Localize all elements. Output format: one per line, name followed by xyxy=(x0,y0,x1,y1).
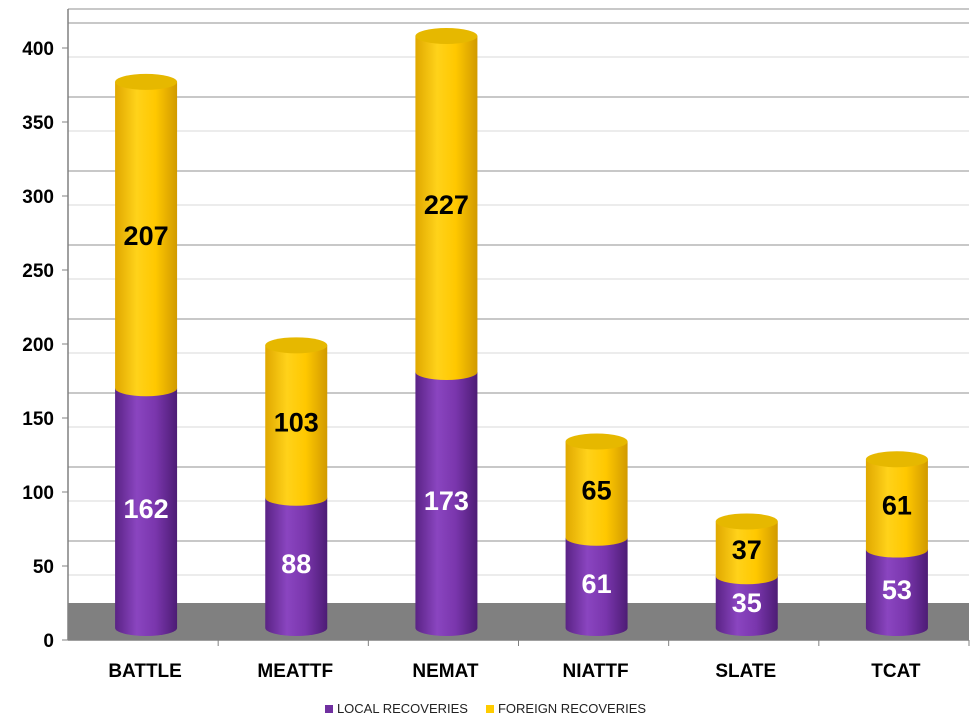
data-label-foreign-recoveries-battle: 207 xyxy=(124,221,169,251)
y-tick-label: 400 xyxy=(22,39,54,60)
data-label-foreign-recoveries-tcat: 61 xyxy=(882,490,912,520)
data-label-local-recoveries-nemat: 173 xyxy=(424,486,469,516)
y-tick-label: 350 xyxy=(22,113,54,134)
data-label-foreign-recoveries-nemat: 227 xyxy=(424,190,469,220)
data-label-local-recoveries-niattf: 61 xyxy=(582,569,612,599)
bar-cap-battle xyxy=(115,74,177,90)
y-tick-label: 200 xyxy=(22,335,54,356)
y-tick-label: 150 xyxy=(22,409,54,430)
x-tick-label-meattf: MEATTF xyxy=(257,661,333,682)
data-label-local-recoveries-meattf: 88 xyxy=(281,549,311,579)
x-tick-label-nemat: NEMAT xyxy=(412,661,479,682)
bar-cap-slate xyxy=(716,513,778,529)
legend-label-local: LOCAL RECOVERIES xyxy=(337,701,468,716)
data-label-local-recoveries-battle: 162 xyxy=(124,494,169,524)
x-tick-label-slate: SLATE xyxy=(715,661,776,682)
x-tick-label-tcat: TCAT xyxy=(871,661,921,682)
y-tick-label: 50 xyxy=(33,557,54,578)
y-tick-label: 250 xyxy=(22,261,54,282)
legend-swatch-local xyxy=(325,705,333,713)
data-label-foreign-recoveries-slate: 37 xyxy=(732,535,762,565)
data-label-local-recoveries-slate: 35 xyxy=(732,588,762,618)
legend-item-foreign: FOREIGN RECOVERIES xyxy=(486,701,646,716)
data-label-foreign-recoveries-meattf: 103 xyxy=(274,408,319,438)
bar-cap-nemat xyxy=(415,28,477,44)
y-tick-label: 300 xyxy=(22,187,54,208)
x-tick-label-niattf: NIATTF xyxy=(563,661,629,682)
floor xyxy=(68,603,969,640)
legend-swatch-foreign xyxy=(486,705,494,713)
stacked-cylinder-chart: 0 50 100 150 200 250 300 350 400 162 207 BATTLE 88 1… xyxy=(0,0,971,700)
legend-item-local: LOCAL RECOVERIES xyxy=(325,701,468,716)
x-tick-label-battle: BATTLE xyxy=(108,661,182,682)
y-tick-label: 0 xyxy=(43,631,54,652)
y-tick-label: 100 xyxy=(22,483,54,504)
data-label-local-recoveries-tcat: 53 xyxy=(882,575,912,605)
legend-label-foreign: FOREIGN RECOVERIES xyxy=(498,701,646,716)
data-label-foreign-recoveries-niattf: 65 xyxy=(582,476,612,506)
bar-cap-niattf xyxy=(566,434,628,450)
bar-cap-tcat xyxy=(866,451,928,467)
legend: LOCAL RECOVERIES FOREIGN RECOVERIES xyxy=(0,701,971,716)
bar-cap-meattf xyxy=(265,337,327,353)
